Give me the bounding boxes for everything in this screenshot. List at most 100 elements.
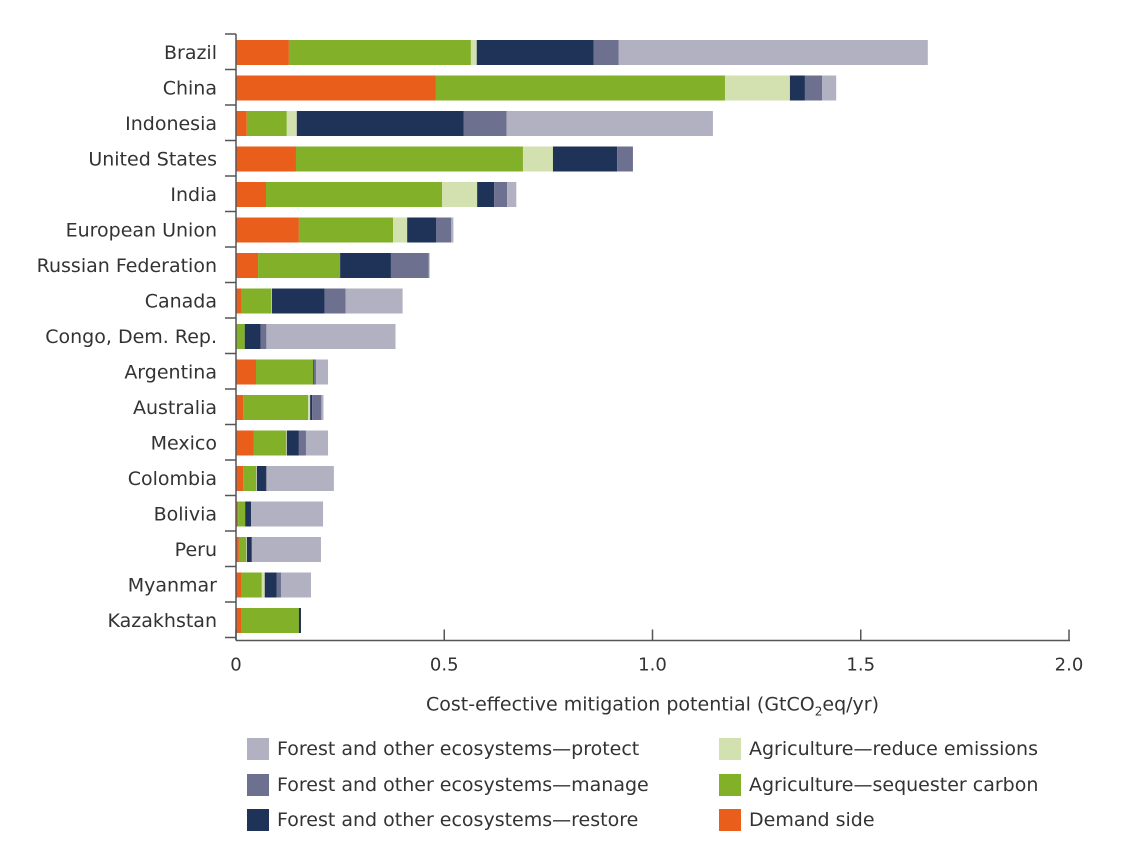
bar-segment [506, 111, 713, 136]
bar-segment [253, 430, 286, 456]
y-axis-ticks [225, 33, 236, 639]
bar-segment [261, 572, 265, 598]
bar-row [236, 253, 430, 278]
category-label: Argentina [124, 361, 217, 383]
category-label: Kazakhstan [108, 610, 217, 632]
bar-segment [236, 395, 244, 420]
bar-row [236, 111, 713, 136]
bar-segment [276, 572, 281, 598]
bar-segment [241, 572, 262, 598]
bar-segment [451, 217, 454, 243]
bar-segment [265, 182, 443, 207]
bar-segment [285, 430, 287, 456]
bar-segment [236, 288, 242, 314]
legend-item: Agriculture—sequester carbon [719, 770, 1038, 800]
category-label: China [163, 77, 217, 99]
x-tick-label: 0.5 [430, 655, 459, 676]
bar-segment [236, 501, 239, 527]
bar-segment [724, 75, 790, 101]
bar-row [236, 217, 454, 243]
bar-segment [313, 359, 314, 385]
x-axis-title-subscript: 2 [815, 705, 823, 719]
bar-segment [822, 75, 837, 101]
bar-segment [246, 537, 252, 562]
bar-segment [494, 182, 508, 207]
bar-segment [617, 146, 633, 172]
category-label: Colombia [128, 468, 217, 490]
bar-segment [236, 217, 299, 243]
bar-segment [245, 501, 251, 527]
bar-segment [241, 608, 299, 633]
bar-segment [236, 608, 241, 633]
bar-segment [246, 111, 287, 136]
legend-swatch [247, 738, 269, 760]
bar-segment [255, 359, 314, 385]
category-label: Mexico [151, 432, 217, 454]
bar-segment [271, 288, 325, 314]
bar-segment [470, 40, 477, 65]
bar-segment [308, 395, 311, 420]
bar-segment [244, 324, 261, 349]
bar-segment [236, 537, 239, 562]
category-label: Canada [145, 290, 217, 312]
x-tick-label: 2.0 [1055, 655, 1084, 676]
legend-swatch [247, 773, 269, 796]
category-labels: Brazil China Indonesia United States India Eu… [37, 42, 218, 632]
bar-segment [236, 324, 245, 349]
bar-segment [463, 111, 507, 136]
x-axis-title: Cost-effective mitigation potential (GtC… [426, 694, 879, 719]
bar-segment [324, 288, 346, 314]
bar-segment [315, 359, 329, 385]
bar-segment [312, 395, 322, 420]
bar-segment [236, 111, 247, 136]
x-axis-title-end: eq/yr) [822, 694, 879, 716]
bar-row [236, 182, 517, 207]
bar-segment [296, 111, 464, 136]
bar-segment [298, 608, 301, 633]
category-label: United States [88, 148, 217, 170]
bar-segment [286, 111, 297, 136]
bar-segment [340, 253, 391, 278]
bar-row [236, 359, 329, 385]
bar-segment [313, 359, 316, 385]
legend-swatch [719, 738, 741, 760]
bar-segment [295, 146, 523, 172]
bar-row [236, 395, 324, 420]
bar-segment [593, 40, 619, 65]
bar-segment [243, 395, 309, 420]
bar-segment [256, 466, 266, 491]
bar-row [236, 572, 311, 598]
bar-segment [407, 217, 437, 243]
legend-label: Agriculture—reduce emissions [749, 738, 1038, 760]
x-tick-label: 1.5 [846, 655, 875, 676]
bar-segment [476, 40, 594, 65]
bar-segment [265, 466, 267, 491]
bar-segment [236, 359, 256, 385]
bar-segment [507, 182, 517, 207]
bar-row [236, 146, 633, 172]
legend-label: Agriculture—sequester carbon [749, 773, 1039, 796]
bar-segment [618, 40, 928, 65]
category-label: Russian Federation [37, 255, 217, 277]
bar-segment [345, 288, 403, 314]
bar-segment [789, 75, 805, 101]
bar-segment [266, 466, 334, 491]
legend-item: Forest and other ecosystems—restore [247, 805, 638, 835]
bar-segment [238, 537, 246, 562]
category-label: Congo, Dem. Rep. [45, 326, 217, 348]
bar-segment [270, 288, 272, 314]
bar-segment [264, 572, 277, 598]
x-tick-label: 0 [230, 655, 241, 676]
bar-row [236, 324, 396, 349]
legend-label: Forest and other ecosystems—restore [277, 809, 639, 831]
bar-segment [477, 182, 495, 207]
bar-segment [288, 40, 471, 65]
x-axis-title-main: Cost-effective mitigation potential (GtC… [426, 694, 815, 716]
x-axis-ticks: 0 0.5 1.0 1.5 2.0 [230, 629, 1084, 676]
bar-segment [442, 182, 478, 207]
bar-segment [236, 253, 259, 278]
bar-segment [238, 501, 246, 527]
bar-segment [310, 395, 313, 420]
bar-segment [390, 253, 429, 278]
